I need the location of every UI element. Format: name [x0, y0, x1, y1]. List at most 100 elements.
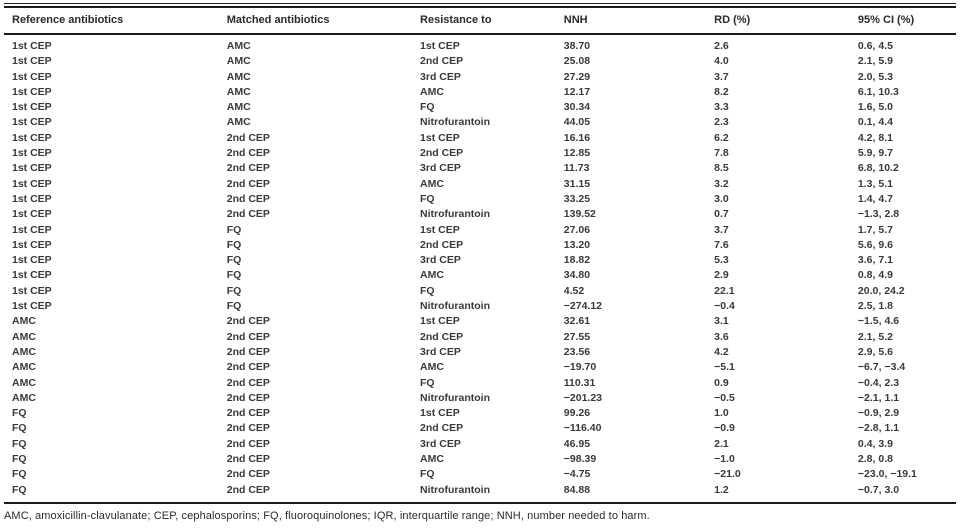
cell-nnh: 16.16 — [563, 131, 591, 144]
cell-95-ci-percent: −0.7, 3.0 — [857, 483, 900, 496]
table-row: AMC 2nd CEP FQ 110.31 0.9 −0.4, 2.3 — [4, 376, 956, 391]
cell-resistance-to: AMC — [420, 177, 444, 190]
cell-reference-antibiotics: FQ — [12, 453, 27, 466]
column-header-resistance-to: Resistance to — [420, 7, 564, 35]
cell-matched-antibiotics: 2nd CEP — [226, 330, 270, 343]
column-header-95-ci-percent: 95% CI (%) — [857, 7, 956, 35]
cell-matched-antibiotics: AMC — [226, 85, 251, 98]
cell-nnh: −98.39 — [563, 453, 597, 466]
cell-nnh: 44.05 — [563, 116, 591, 129]
table-row: 1st CEP FQ 1st CEP 27.06 3.7 1.7, 5.7 — [4, 223, 956, 238]
cell-nnh: 27.06 — [563, 223, 591, 236]
cell-resistance-to: Nitrofurantoin — [420, 208, 491, 221]
cell-rd-percent: 3.7 — [714, 70, 729, 83]
cell-matched-antibiotics: 2nd CEP — [226, 453, 270, 466]
cell-resistance-to: FQ — [420, 101, 435, 114]
table-row: AMC 2nd CEP Nitrofurantoin −201.23 −0.5 −2.1,… — [4, 391, 956, 406]
cell-95-ci-percent: 20.0, 24.2 — [857, 284, 905, 297]
table-footnote: AMC, amoxicillin-clavulanate; CEP, cepha… — [4, 509, 650, 522]
cell-95-ci-percent: −6.7, −3.4 — [857, 361, 906, 374]
cell-reference-antibiotics: 1st CEP — [12, 85, 52, 98]
cell-resistance-to: FQ — [420, 192, 435, 205]
cell-reference-antibiotics: AMC — [12, 361, 36, 374]
cell-95-ci-percent: 0.8, 4.9 — [857, 269, 893, 282]
cell-resistance-to: FQ — [420, 468, 435, 481]
cell-rd-percent: 1.2 — [714, 483, 729, 496]
cell-nnh: 11.73 — [563, 162, 590, 175]
cell-rd-percent: −21.0 — [714, 468, 741, 481]
cell-reference-antibiotics: 1st CEP — [12, 101, 52, 114]
cell-reference-antibiotics: 1st CEP — [12, 208, 52, 221]
cell-rd-percent: 1.0 — [714, 407, 729, 420]
cell-nnh: 27.29 — [563, 70, 591, 83]
cell-resistance-to: AMC — [420, 269, 444, 282]
cell-nnh: 30.34 — [563, 101, 591, 114]
cell-rd-percent: 5.3 — [714, 254, 729, 267]
cell-reference-antibiotics: 1st CEP — [12, 147, 52, 160]
cell-matched-antibiotics: 2nd CEP — [226, 162, 270, 175]
cell-rd-percent: 0.7 — [714, 208, 729, 221]
table-row: 1st CEP AMC Nitrofurantoin 44.05 2.3 0.1, 4.4 — [4, 115, 956, 130]
table-row: 1st CEP 2nd CEP FQ 33.25 3.0 1.4, 4.7 — [4, 192, 956, 207]
cell-matched-antibiotics: AMC — [226, 70, 251, 83]
cell-matched-antibiotics: 2nd CEP — [226, 437, 270, 450]
cell-nnh: 139.52 — [563, 208, 596, 221]
cell-reference-antibiotics: 1st CEP — [12, 116, 52, 129]
cell-95-ci-percent: −1.3, 2.8 — [857, 208, 900, 221]
cell-rd-percent: 2.6 — [714, 40, 729, 52]
cell-95-ci-percent: 2.0, 5.3 — [857, 70, 893, 83]
cell-nnh: 31.15 — [563, 177, 591, 190]
cell-nnh: 110.31 — [563, 376, 596, 389]
cell-nnh: −19.70 — [563, 361, 597, 374]
cell-matched-antibiotics: FQ — [226, 284, 242, 297]
cell-95-ci-percent: 0.4, 3.9 — [857, 437, 893, 450]
table-row: 1st CEP 2nd CEP Nitrofurantoin 139.52 0.7 −1.… — [4, 207, 956, 222]
table-container: Reference antibiotics Matched antibiotic… — [4, 3, 956, 504]
cell-95-ci-percent: −0.9, 2.9 — [857, 407, 900, 420]
cell-matched-antibiotics: FQ — [226, 269, 242, 282]
cell-95-ci-percent: 5.9, 9.7 — [857, 147, 893, 160]
cell-matched-antibiotics: AMC — [226, 55, 251, 68]
cell-matched-antibiotics: 2nd CEP — [226, 315, 270, 328]
cell-resistance-to: FQ — [420, 376, 435, 389]
cell-rd-percent: −0.4 — [714, 300, 735, 313]
cell-95-ci-percent: 1.3, 5.1 — [857, 177, 893, 190]
cell-reference-antibiotics: 1st CEP — [12, 162, 52, 175]
cell-reference-antibiotics: 1st CEP — [12, 131, 52, 144]
cell-reference-antibiotics: FQ — [12, 422, 27, 435]
cell-reference-antibiotics: 1st CEP — [12, 269, 52, 282]
cell-reference-antibiotics: 1st CEP — [12, 40, 52, 52]
cell-nnh: 38.70 — [563, 40, 591, 52]
cell-nnh: 99.26 — [563, 407, 591, 420]
cell-nnh: −116.40 — [563, 422, 602, 435]
table-row: 1st CEP FQ FQ 4.52 22.1 20.0, 24.2 — [4, 284, 956, 299]
cell-matched-antibiotics: AMC — [226, 40, 251, 52]
cell-resistance-to: Nitrofurantoin — [420, 391, 491, 404]
cell-reference-antibiotics: 1st CEP — [12, 238, 52, 251]
cell-nnh: 23.56 — [563, 345, 591, 358]
cell-95-ci-percent: 2.9, 5.6 — [857, 345, 893, 358]
cell-reference-antibiotics: FQ — [12, 407, 27, 420]
column-header-nnh: NNH — [563, 7, 715, 35]
cell-resistance-to: 1st CEP — [420, 407, 460, 420]
cell-95-ci-percent: 3.6, 7.1 — [857, 254, 893, 267]
cell-nnh: 12.85 — [563, 147, 591, 160]
cell-rd-percent: 3.1 — [714, 315, 729, 328]
cell-reference-antibiotics: AMC — [12, 315, 36, 328]
table-row: 1st CEP AMC 3rd CEP 27.29 3.7 2.0, 5.3 — [4, 70, 956, 85]
table-row: FQ 2nd CEP 3rd CEP 46.95 2.1 0.4, 3.9 — [4, 437, 956, 452]
column-header-matched-antibiotics: Matched antibiotics — [226, 7, 421, 35]
table-row: 1st CEP AMC 2nd CEP 25.08 4.0 2.1, 5.9 — [4, 54, 956, 69]
cell-resistance-to: 2nd CEP — [420, 238, 464, 251]
cell-matched-antibiotics: FQ — [226, 254, 242, 267]
cell-matched-antibiotics: 2nd CEP — [226, 361, 270, 374]
cell-resistance-to: 1st CEP — [420, 223, 460, 236]
cell-matched-antibiotics: 2nd CEP — [226, 208, 270, 221]
table-row: 1st CEP AMC FQ 30.34 3.3 1.6, 5.0 — [4, 100, 956, 115]
cell-95-ci-percent: 2.1, 5.2 — [857, 330, 893, 343]
cell-matched-antibiotics: AMC — [226, 116, 251, 129]
table-row: AMC 2nd CEP AMC −19.70 −5.1 −6.7, −3.4 — [4, 360, 956, 375]
cell-rd-percent: 7.8 — [714, 147, 729, 160]
table-row: FQ 2nd CEP 1st CEP 99.26 1.0 −0.9, 2.9 — [4, 406, 956, 421]
